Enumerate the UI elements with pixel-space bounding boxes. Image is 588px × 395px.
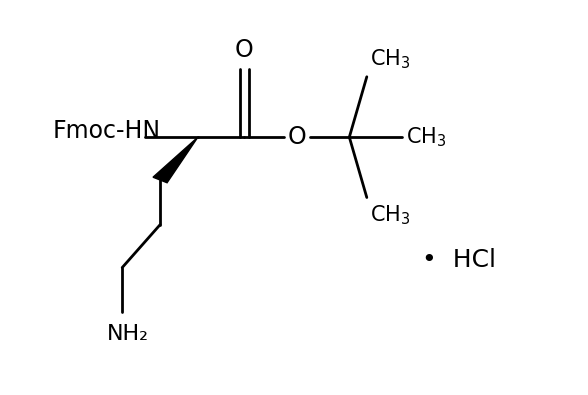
Text: Fmoc-HN: Fmoc-HN: [52, 119, 161, 143]
Text: •  HCl: • HCl: [422, 248, 496, 272]
Polygon shape: [153, 137, 198, 183]
Text: CH$_3$: CH$_3$: [370, 203, 410, 227]
Text: NH₂: NH₂: [107, 324, 149, 344]
Text: O: O: [288, 125, 306, 149]
Text: CH$_3$: CH$_3$: [370, 47, 410, 71]
Text: O: O: [235, 38, 254, 62]
Text: CH$_3$: CH$_3$: [406, 125, 447, 149]
